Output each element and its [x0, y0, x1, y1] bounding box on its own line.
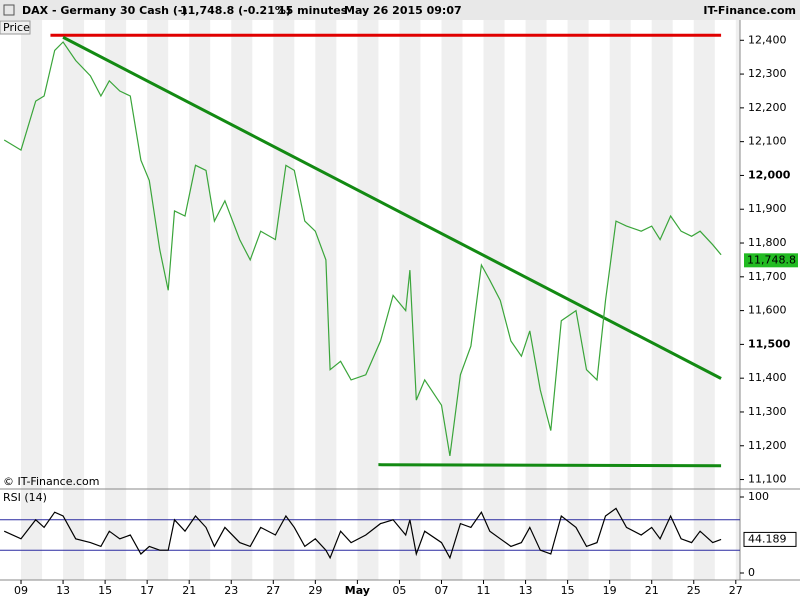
y-tick-label: 0 — [748, 566, 755, 579]
y-tick-label: 12,300 — [748, 67, 787, 80]
y-tick-label: 12,000 — [748, 168, 791, 181]
day-band — [21, 20, 43, 580]
y-tick-label: 11,400 — [748, 371, 787, 384]
x-tick-label: 19 — [603, 584, 617, 597]
series-line — [3, 41, 722, 456]
x-tick-label: 15 — [561, 584, 575, 597]
x-tick-label: 27 — [729, 584, 743, 597]
day-band — [315, 20, 337, 580]
x-tick-label: 05 — [392, 584, 406, 597]
interval: 15 minutes — [278, 4, 348, 17]
credit: © IT-Finance.com — [3, 475, 100, 488]
y-tick-label: 11,600 — [748, 304, 787, 317]
panel-label: RSI (14) — [3, 491, 47, 504]
x-tick-label: 11 — [477, 584, 491, 597]
y-tick-label: 12,100 — [748, 135, 787, 148]
day-band — [147, 20, 169, 580]
x-tick-label: 13 — [519, 584, 533, 597]
day-band — [609, 20, 631, 580]
brand: IT-Finance.com — [703, 4, 796, 17]
day-band — [735, 20, 740, 580]
x-tick-label: 25 — [687, 584, 701, 597]
last-value: 44.189 — [748, 532, 787, 545]
y-tick-label: 11,500 — [748, 337, 791, 350]
day-band — [399, 20, 421, 580]
y-tick-label: 12,400 — [748, 33, 787, 46]
y-tick-label: 11,300 — [748, 405, 787, 418]
instrument: DAX - Germany 30 Cash (-) — [22, 4, 187, 17]
y-tick-label: 11,800 — [748, 236, 787, 249]
x-tick-label: 21 — [182, 584, 196, 597]
series-line — [3, 507, 722, 560]
y-tick-label: 11,100 — [748, 473, 787, 486]
last-price-box — [744, 253, 798, 268]
y-tick-label: 11,900 — [748, 202, 787, 215]
x-tick-label: May — [345, 584, 370, 597]
trendline — [62, 35, 722, 380]
timestamp: May 26 2015 09:07 — [344, 4, 462, 17]
day-band — [693, 20, 715, 580]
x-tick-label: 23 — [224, 584, 238, 597]
day-band — [651, 20, 673, 580]
trendline — [378, 463, 722, 468]
day-band — [441, 20, 463, 580]
x-tick-label: 17 — [140, 584, 154, 597]
x-tick-label: 07 — [434, 584, 448, 597]
panel-label: Price — [3, 21, 30, 34]
x-tick-label: 21 — [645, 584, 659, 597]
x-tick-label: 09 — [14, 584, 28, 597]
day-band — [273, 20, 295, 580]
last-price: 11,748.8 — [747, 253, 796, 266]
y-tick-label: 11,200 — [748, 439, 787, 452]
header-icon — [3, 4, 15, 16]
y-tick-label: 12,200 — [748, 101, 787, 114]
quote: 11,748.8 (-0.21%) — [180, 4, 291, 17]
y-tick-label: 11,700 — [748, 270, 787, 283]
x-tick-label: 29 — [308, 584, 322, 597]
x-tick-label: 27 — [266, 584, 280, 597]
panel-label-box — [0, 20, 31, 35]
x-tick-label: 13 — [56, 584, 70, 597]
header-bar — [0, 0, 800, 20]
y-tick-label: 100 — [748, 490, 769, 503]
day-band — [357, 20, 379, 580]
day-band — [567, 20, 589, 580]
x-tick-label: 15 — [98, 584, 112, 597]
day-band — [483, 20, 505, 580]
day-band — [231, 20, 253, 580]
day-band — [105, 20, 127, 580]
last-value-box — [743, 531, 797, 547]
day-band — [525, 20, 547, 580]
day-band — [63, 20, 85, 580]
day-band — [189, 20, 211, 580]
day-bands — [21, 20, 740, 580]
